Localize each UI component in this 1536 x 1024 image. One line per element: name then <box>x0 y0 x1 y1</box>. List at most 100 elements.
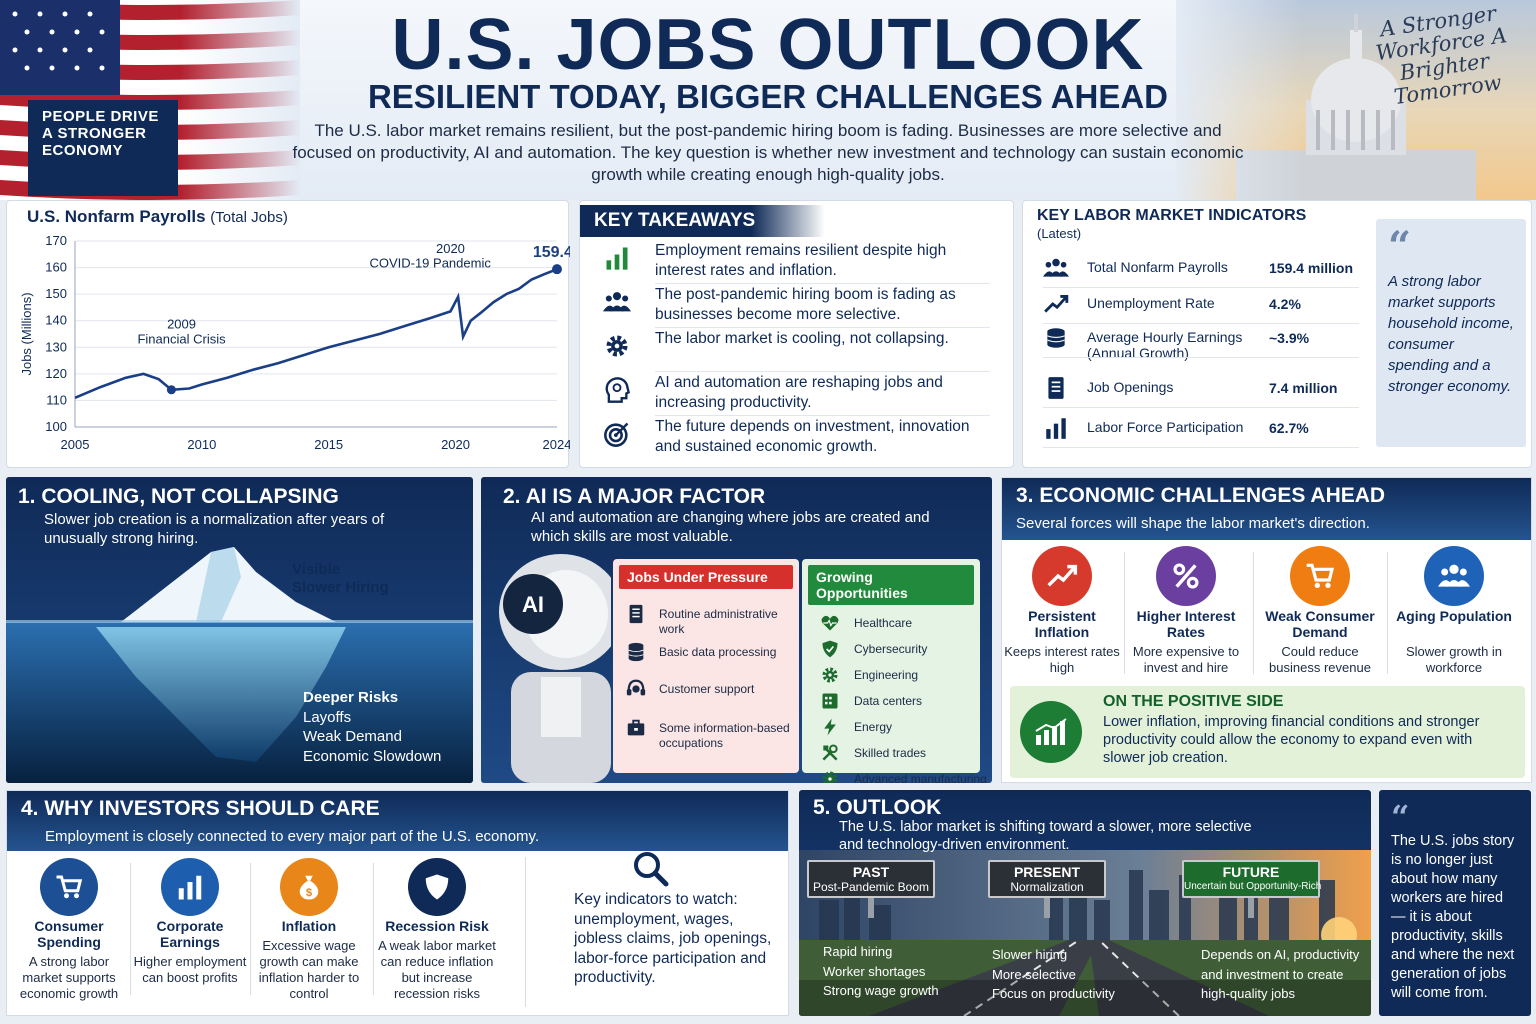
section3-title: 3. ECONOMIC CHALLENGES AHEAD <box>1016 484 1386 507</box>
annotation-2009-year: 2009 <box>167 317 196 332</box>
deeper-risks-label: Deeper Risks <box>303 689 399 706</box>
section1-title: 1. COOLING, NOT COLLAPSING <box>18 485 339 508</box>
x-tick-label: 2010 <box>187 437 216 452</box>
crisis-marker <box>166 385 176 395</box>
money-bag-icon: $ <box>280 858 338 916</box>
indicator-value: 62.7% <box>1269 420 1309 436</box>
people-icon <box>1424 546 1484 606</box>
page-title: U.S. JOBS OUTLOOK <box>391 5 1145 85</box>
indicator-value: 4.2% <box>1269 296 1301 312</box>
people-icon <box>600 285 634 319</box>
bar-chart-icon <box>1043 415 1071 443</box>
challenge-text: Slower growth in workforce <box>1405 644 1503 675</box>
outlook-details: Rapid hiring Worker shortages Strong wage … <box>823 942 973 1001</box>
section-outlook: 5. OUTLOOK The U.S. labor market is shif… <box>799 790 1371 1016</box>
growth-item: Skilled trades <box>854 746 927 760</box>
closing-quote-text: The U.S. jobs story is no longer just ab… <box>1391 833 1515 1001</box>
ai-head-icon <box>600 373 634 407</box>
y-tick-label: 170 <box>45 233 67 248</box>
outlook-sign: FUTURE Uncertain but Opportunity-Rich <box>1182 860 1321 898</box>
database-icon <box>625 641 649 665</box>
sign-subtitle: Post-Pandemic Boom <box>812 880 930 894</box>
sign-post <box>868 898 874 918</box>
outlook-line: Depends on AI, productivity and investme… <box>1201 947 1360 1001</box>
sign-post <box>1044 898 1050 918</box>
capitol-building-image <box>1176 0 1536 200</box>
indicators-title: KEY LABOR MARKET INDICATORS <box>1037 207 1307 224</box>
section-investors: 4. WHY INVESTORS SHOULD CARE Employment … <box>6 790 789 1016</box>
positive-side-panel: ON THE POSITIVE SIDE Lower inflation, im… <box>1010 686 1525 778</box>
y-tick-label: 130 <box>45 339 67 354</box>
positive-title: ON THE POSITIVE SIDE <box>1103 693 1284 710</box>
pressure-title: Jobs Under Pressure <box>619 565 793 589</box>
key-indicators-watch: Key indicators to watch: unemployment, w… <box>574 891 772 986</box>
growth-item: Data centers <box>854 694 923 708</box>
section4-title: 4. WHY INVESTORS SHOULD CARE <box>21 797 380 820</box>
section-challenges: 3. ECONOMIC CHALLENGES AHEAD Several for… <box>1001 477 1532 783</box>
investor-text: A weak labor market can reduce inflation… <box>378 938 496 1001</box>
jobs-under-pressure-panel: Jobs Under Pressure Routine administrati… <box>613 559 799 773</box>
risk-item: Economic Slowdown <box>303 747 442 765</box>
headset-icon <box>625 678 649 702</box>
indicators-subtitle: (Latest) <box>1037 226 1082 241</box>
challenge-text: Keeps interest rates high <box>1004 644 1120 675</box>
tools-icon <box>820 743 842 765</box>
takeaways-title: KEY TAKEAWAYS <box>580 205 825 237</box>
challenge-title: Higher Interest Rates <box>1136 608 1236 640</box>
section-ai: 2. AI IS A MAJOR FACTOR AI and automatio… <box>481 477 992 783</box>
section2-subtitle: AI and automation are changing where job… <box>531 509 930 545</box>
gear-icon <box>820 769 842 783</box>
chart-title-suffix: (Total Jobs) <box>210 209 288 226</box>
gear-icon <box>820 665 842 687</box>
growth-item: Energy <box>854 720 893 734</box>
y-axis-label: Jobs (Millions) <box>19 292 34 375</box>
section2-title: 2. AI IS A MAJOR FACTOR <box>503 485 766 508</box>
growth-item: Advanced manufacturing <box>854 772 987 783</box>
heart-pulse-icon <box>820 613 842 635</box>
bar-chart-icon <box>161 858 219 916</box>
y-tick-label: 110 <box>46 392 67 407</box>
divider <box>1043 447 1359 448</box>
indicator-label: Total Nonfarm Payrolls <box>1087 259 1228 275</box>
x-tick-label: 2005 <box>61 437 90 452</box>
payrolls-chart-card: U.S. Nonfarm Payrolls (Total Jobs) 100 11… <box>6 200 570 468</box>
pressure-item: Basic data processing <box>659 645 777 659</box>
iceberg-image <box>6 547 473 783</box>
divider <box>249 863 251 995</box>
sign-subtitle: Normalization <box>1010 880 1084 894</box>
percent-icon <box>1156 546 1216 606</box>
server-icon <box>820 691 842 713</box>
growth-item: Cybersecurity <box>854 642 928 656</box>
bar-growth-icon <box>600 241 634 275</box>
risk-item: Weak Demand <box>303 728 402 745</box>
shield-icon <box>408 858 466 916</box>
outlook-line: Focus on productivity <box>992 986 1115 1001</box>
intro-text: The U.S. labor market remains resilient,… <box>292 121 1244 184</box>
header: PEOPLE DRIVE A STRONGER ECONOMY U.S. JOB… <box>0 0 1536 200</box>
divider <box>655 283 990 284</box>
payrolls-line <box>74 267 558 399</box>
divider <box>1043 357 1359 358</box>
page-subtitle: RESILIENT TODAY, BIGGER CHALLENGES AHEAD <box>367 78 1169 115</box>
outlook-sign: PAST Post-Pandemic Boom <box>807 860 935 898</box>
outlook-line: Slower hiring <box>992 947 1068 962</box>
divider <box>655 415 990 416</box>
section1-subtitle: Slower job creation is a normalization a… <box>44 511 385 547</box>
pressure-item: Customer support <box>659 682 755 696</box>
investor-text: A strong labor market supports economic … <box>19 954 119 1001</box>
section5-title: 5. OUTLOOK <box>813 796 942 819</box>
cart-icon <box>40 858 98 916</box>
divider <box>1253 552 1254 674</box>
divider <box>1124 552 1125 674</box>
y-tick-label: 140 <box>45 313 67 328</box>
takeaway-text: The future depends on investment, innova… <box>655 418 970 455</box>
challenge-title: Persistent Inflation <box>1028 608 1096 640</box>
indicators-quote: A strong labor market supports household… <box>1388 273 1514 395</box>
sign-title: PRESENT <box>1013 864 1081 880</box>
road-city-image <box>799 850 1371 1016</box>
indicator-value: ~3.9% <box>1269 330 1310 346</box>
outlook-sign: PRESENT Normalization <box>988 860 1106 898</box>
document-icon <box>625 603 649 627</box>
divider <box>373 863 374 995</box>
magnifier-icon <box>631 849 671 889</box>
